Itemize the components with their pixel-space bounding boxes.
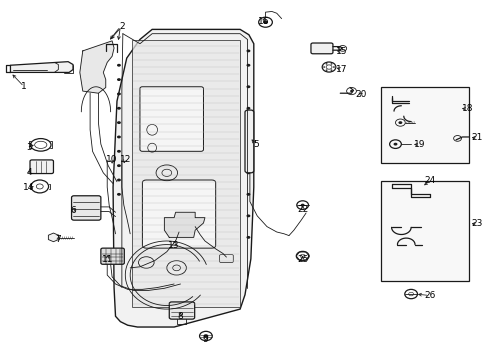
Circle shape xyxy=(350,90,353,92)
Text: 22: 22 xyxy=(297,205,308,214)
Polygon shape xyxy=(80,41,114,93)
Circle shape xyxy=(333,66,335,68)
Circle shape xyxy=(203,334,208,338)
Text: 14: 14 xyxy=(24,183,35,192)
Text: 10: 10 xyxy=(106,155,118,164)
Text: 19: 19 xyxy=(414,140,426,149)
Text: 26: 26 xyxy=(424,291,436,300)
Circle shape xyxy=(117,78,121,81)
Polygon shape xyxy=(164,212,205,237)
Circle shape xyxy=(117,179,121,181)
FancyBboxPatch shape xyxy=(101,248,124,264)
Polygon shape xyxy=(49,233,58,242)
FancyBboxPatch shape xyxy=(311,43,333,54)
Circle shape xyxy=(117,121,121,124)
Text: 23: 23 xyxy=(471,219,483,228)
Bar xyxy=(381,87,469,163)
Text: 12: 12 xyxy=(120,155,131,164)
Text: 21: 21 xyxy=(471,133,483,142)
Circle shape xyxy=(117,193,121,196)
Text: 18: 18 xyxy=(462,104,473,113)
Polygon shape xyxy=(132,40,240,307)
Text: 2: 2 xyxy=(119,22,124,31)
Circle shape xyxy=(117,164,121,167)
FancyBboxPatch shape xyxy=(140,87,203,151)
Text: 16: 16 xyxy=(258,17,270,26)
Circle shape xyxy=(331,63,332,65)
Text: 24: 24 xyxy=(424,176,435,185)
Polygon shape xyxy=(113,30,254,327)
Circle shape xyxy=(246,49,250,52)
Circle shape xyxy=(398,121,402,124)
FancyBboxPatch shape xyxy=(143,180,216,248)
Circle shape xyxy=(117,64,121,67)
FancyBboxPatch shape xyxy=(169,302,195,319)
FancyBboxPatch shape xyxy=(30,160,53,174)
Circle shape xyxy=(263,21,268,24)
Circle shape xyxy=(117,107,121,110)
Circle shape xyxy=(117,135,121,138)
Circle shape xyxy=(117,93,121,95)
Circle shape xyxy=(323,66,325,68)
Text: 1: 1 xyxy=(21,82,27,91)
Circle shape xyxy=(246,129,250,131)
Circle shape xyxy=(246,193,250,196)
Text: 4: 4 xyxy=(26,168,32,177)
Text: 13: 13 xyxy=(169,241,180,250)
Circle shape xyxy=(246,107,250,110)
Circle shape xyxy=(246,215,250,217)
Circle shape xyxy=(117,150,121,153)
Circle shape xyxy=(246,150,250,153)
Text: 11: 11 xyxy=(101,255,113,264)
Circle shape xyxy=(326,63,328,65)
Circle shape xyxy=(246,171,250,174)
Text: 15: 15 xyxy=(336,47,347,56)
Text: 25: 25 xyxy=(297,255,308,264)
Circle shape xyxy=(326,69,328,71)
Text: 7: 7 xyxy=(55,235,61,244)
Circle shape xyxy=(393,143,397,145)
Text: 20: 20 xyxy=(356,90,367,99)
Circle shape xyxy=(301,204,305,207)
Circle shape xyxy=(246,64,250,67)
Text: 6: 6 xyxy=(70,206,76,215)
Circle shape xyxy=(246,85,250,88)
FancyBboxPatch shape xyxy=(72,196,101,220)
Text: 5: 5 xyxy=(253,140,259,149)
Text: 8: 8 xyxy=(178,312,183,321)
Bar xyxy=(381,181,469,281)
Text: 3: 3 xyxy=(26,143,32,152)
Circle shape xyxy=(246,236,250,239)
Circle shape xyxy=(331,69,332,71)
FancyBboxPatch shape xyxy=(220,255,233,262)
FancyBboxPatch shape xyxy=(245,110,254,173)
Text: 17: 17 xyxy=(336,65,347,74)
Polygon shape xyxy=(10,62,73,72)
Text: 9: 9 xyxy=(202,335,208,344)
